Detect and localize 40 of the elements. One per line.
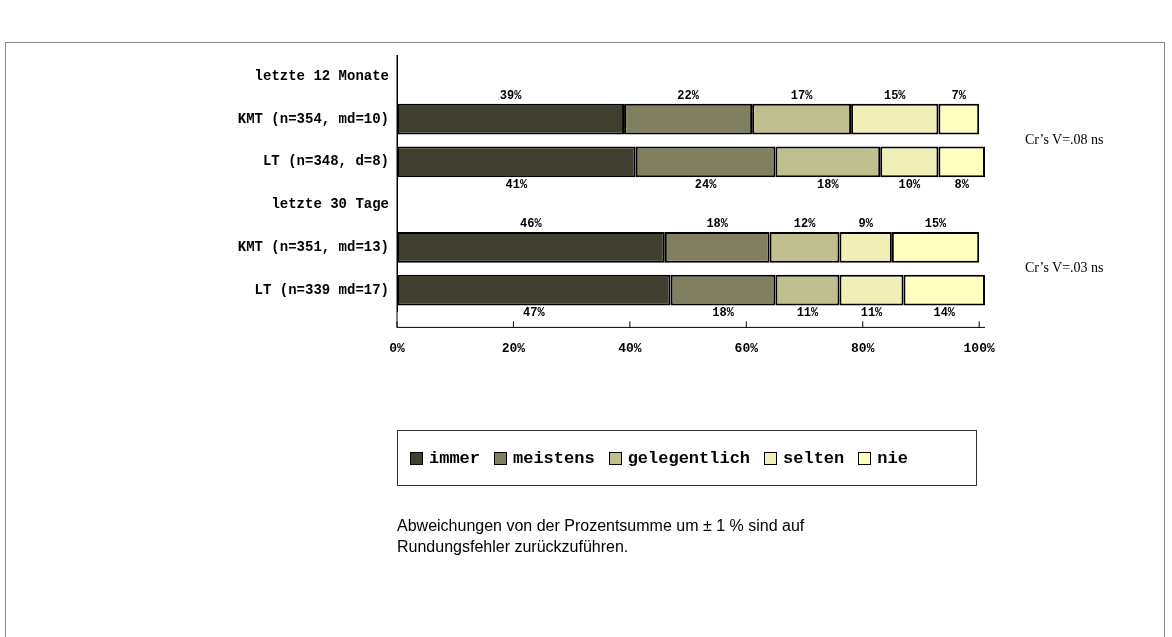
data-label: 14% xyxy=(933,306,956,321)
data-label: 9% xyxy=(858,216,874,231)
data-label: 10% xyxy=(898,178,921,193)
x-tick-label: 60% xyxy=(734,341,759,357)
data-label: 17% xyxy=(790,88,814,103)
text: Cr’s V=.08 ns xyxy=(1025,132,1104,148)
data-label: 24% xyxy=(694,178,718,193)
data-label: 47% xyxy=(523,306,546,321)
x-tick-label: 40% xyxy=(618,341,642,357)
data-label: 11% xyxy=(860,306,884,321)
legend-label: nie xyxy=(877,448,908,468)
data-label: 39% xyxy=(499,88,523,103)
y-tick-label: KMT (n=351, md=13) xyxy=(237,238,389,255)
data-label: 41% xyxy=(505,178,528,193)
data-label: 22% xyxy=(677,88,700,103)
x-tick-label: 0% xyxy=(389,341,405,357)
legend-label: immer xyxy=(429,448,481,468)
data-label: 46% xyxy=(520,216,543,231)
data-label: 15% xyxy=(883,88,907,103)
data-label: 15% xyxy=(924,216,948,231)
data-label: 12% xyxy=(793,216,817,231)
data-label: 18% xyxy=(817,178,840,193)
y-tick-label: LT (n=348, d=8) xyxy=(262,153,389,170)
y-tick-label: KMT (n=354, md=10) xyxy=(237,110,389,127)
text: Abweichungen von der Prozentsumme um ± 1 % sind auf Rundungsfehler zurückzuführen. xyxy=(397,516,806,557)
data-label: 11% xyxy=(796,306,820,321)
x-tick-label: 20% xyxy=(501,341,526,357)
y-tick-label: LT (n=339 md=17) xyxy=(254,281,389,298)
data-label: 7% xyxy=(951,88,967,103)
x-tick-label: 80% xyxy=(851,341,875,357)
legend-label: selten xyxy=(783,448,845,468)
legend-label: meistens xyxy=(513,448,595,468)
data-label: 18% xyxy=(712,306,735,321)
y-tick-label: letzte 30 Tage xyxy=(271,196,389,213)
text: Cr’s V=.03 ns xyxy=(1025,260,1104,276)
y-tick-label: letzte 12 Monate xyxy=(254,67,389,84)
data-label: 8% xyxy=(954,178,970,193)
data-label: 18% xyxy=(706,216,729,231)
x-tick-label: 100% xyxy=(963,341,995,357)
legend-label: gelegentlich xyxy=(627,448,751,468)
